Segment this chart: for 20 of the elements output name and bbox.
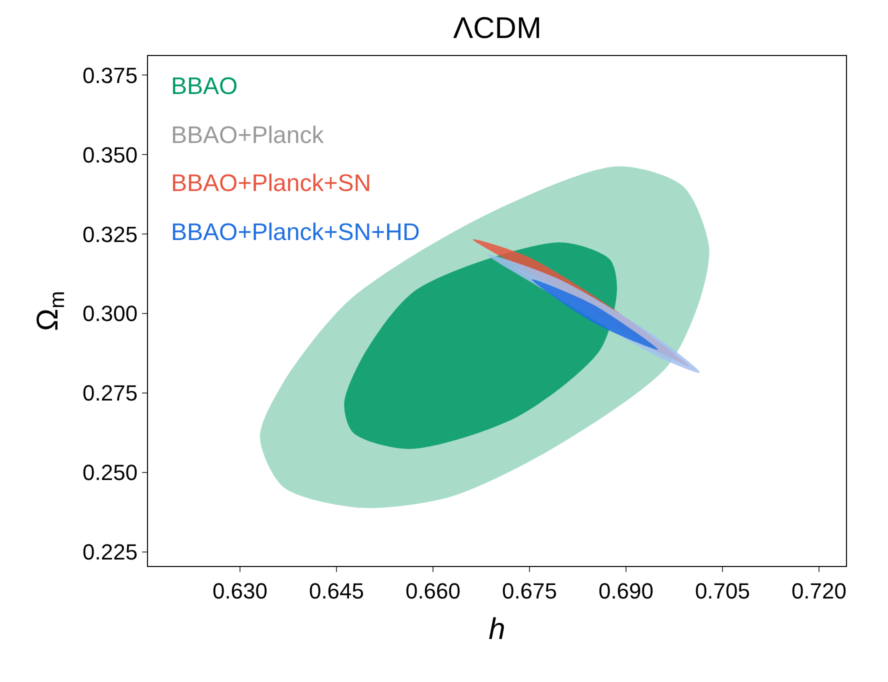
chart-title: ΛCDM: [453, 12, 542, 46]
x-tick-label: 0.675: [502, 578, 558, 604]
text: BBAO+Planck+SN+HD: [171, 219, 420, 246]
y-tick-label: 0.325: [82, 222, 138, 247]
y-tick-label: 0.250: [82, 460, 138, 486]
y-tick-label: 0.275: [82, 380, 138, 406]
x-tick-label: 0.690: [598, 578, 654, 604]
text: BBAO+Planck: [171, 122, 325, 149]
x-tick-label: 0.630: [212, 578, 268, 604]
x-tick-label: 0.645: [308, 578, 364, 604]
x-tick-label: 0.705: [694, 578, 750, 604]
y-tick-label: 0.350: [82, 142, 138, 168]
y-tick-label: 0.225: [82, 540, 138, 565]
y-tick-label: 0.375: [82, 62, 138, 88]
x-axis-title: h: [488, 612, 506, 646]
text: BBAO+Planck+SN: [171, 170, 372, 197]
x-tick-label: 0.720: [791, 578, 847, 604]
y-tick-label: 0.300: [82, 301, 138, 326]
text: BBAO: [171, 73, 238, 100]
x-tick-label: 0.660: [405, 578, 461, 604]
